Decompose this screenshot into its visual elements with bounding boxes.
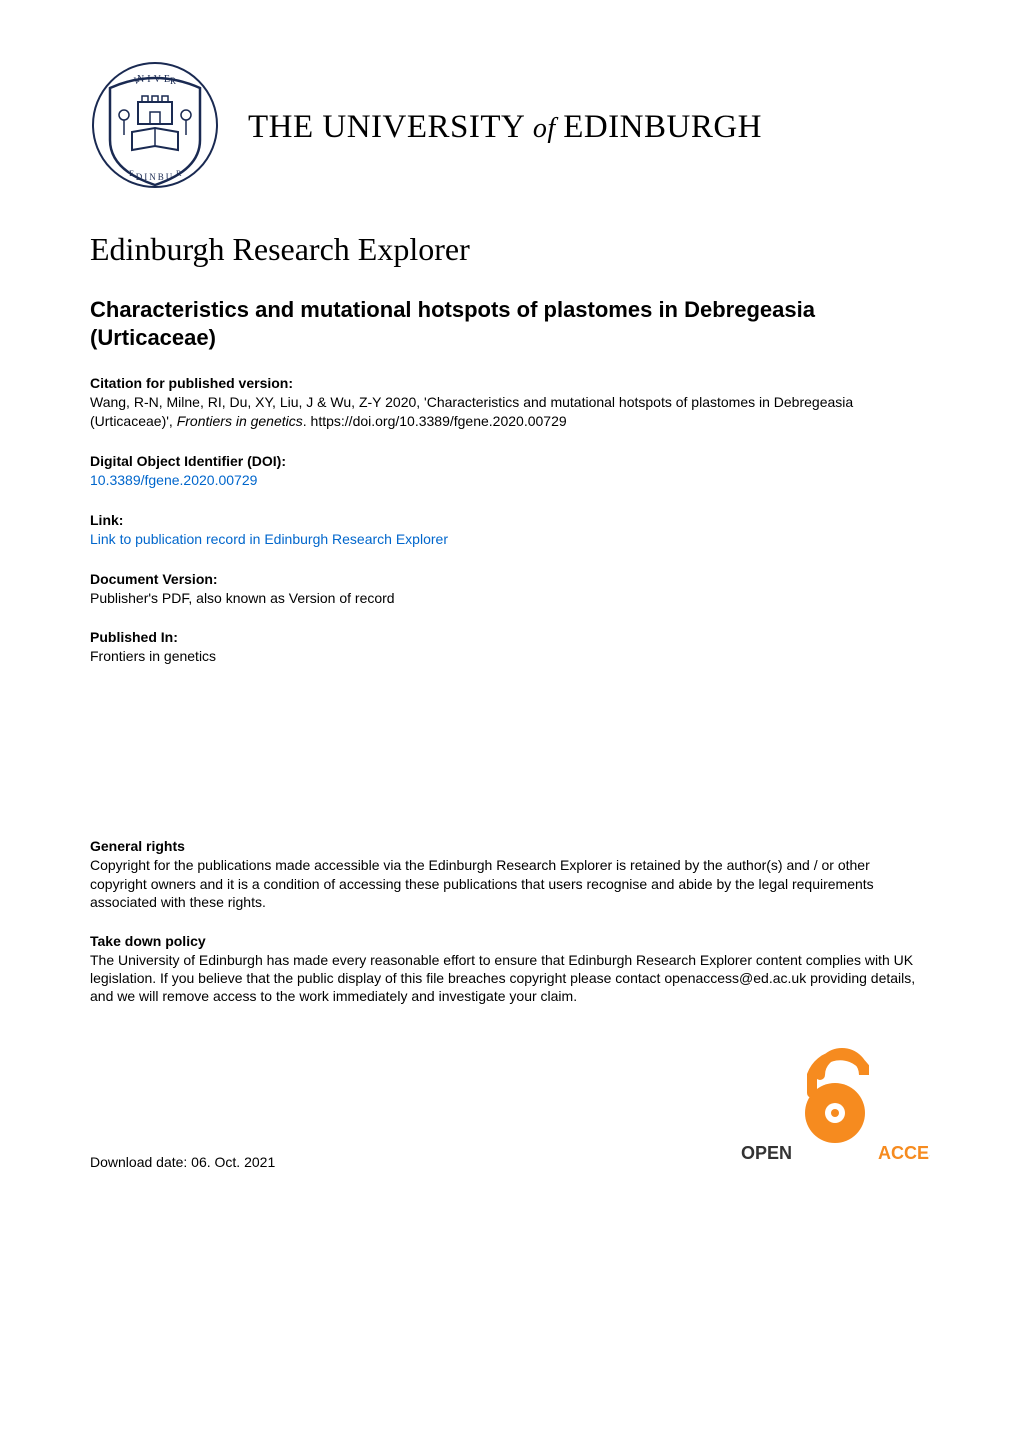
paper-title: Characteristics and mutational hotspots …: [90, 296, 930, 351]
general-rights-text: Copyright for the publications made acce…: [90, 856, 930, 911]
link-section: Link: Link to publication record in Edin…: [90, 512, 930, 549]
header: NIVE V R DINBU E R THE UNIVERSITY of EDI…: [90, 60, 930, 195]
university-crest: NIVE V R DINBU E R: [90, 60, 220, 195]
doi-link[interactable]: 10.3389/fgene.2020.00729: [90, 472, 257, 488]
doi-heading: Digital Object Identifier (DOI):: [90, 453, 930, 469]
open-access-logo: OPEN ACCESS: [740, 1045, 930, 1170]
university-name-pre: THE UNIVERSITY: [248, 109, 533, 145]
published-in-section: Published In: Frontiers in genetics: [90, 629, 930, 666]
svg-text:V: V: [134, 76, 141, 86]
svg-text:R: R: [176, 169, 182, 178]
university-name: THE UNIVERSITY of EDINBURGH: [248, 109, 762, 146]
svg-text:OPEN: OPEN: [741, 1143, 792, 1163]
take-down-section: Take down policy The University of Edinb…: [90, 933, 930, 1006]
document-version-text: Publisher's PDF, also known as Version o…: [90, 589, 930, 608]
university-name-of: of: [533, 113, 563, 144]
published-in-text: Frontiers in genetics: [90, 647, 930, 666]
svg-text:ACCESS: ACCESS: [878, 1143, 930, 1163]
citation-section: Citation for published version: Wang, R-…: [90, 375, 930, 431]
citation-heading: Citation for published version:: [90, 375, 930, 391]
take-down-heading: Take down policy: [90, 933, 930, 949]
citation-body: Wang, R-N, Milne, RI, Du, XY, Liu, J & W…: [90, 393, 930, 431]
take-down-text: The University of Edinburgh has made eve…: [90, 951, 930, 1006]
svg-text:E: E: [129, 169, 134, 178]
university-name-post: EDINBURGH: [563, 109, 762, 145]
svg-text:DINBU: DINBU: [136, 172, 175, 182]
document-version-heading: Document Version:: [90, 571, 930, 587]
open-access-icon: OPEN ACCESS: [740, 1045, 930, 1165]
citation-after: . https://doi.org/10.3389/fgene.2020.007…: [303, 413, 567, 429]
link-heading: Link:: [90, 512, 930, 528]
general-rights-section: General rights Copyright for the publica…: [90, 838, 930, 911]
published-in-heading: Published In:: [90, 629, 930, 645]
spacer: [90, 688, 930, 838]
footer: Download date: 06. Oct. 2021 OPEN ACCESS: [90, 1045, 930, 1170]
crest-icon: NIVE V R DINBU E R: [90, 60, 220, 190]
svg-text:R: R: [170, 76, 176, 86]
doi-section: Digital Object Identifier (DOI): 10.3389…: [90, 453, 930, 490]
citation-journal: Frontiers in genetics: [177, 413, 303, 429]
publication-record-link[interactable]: Link to publication record in Edinburgh …: [90, 531, 448, 547]
svg-text:NIVE: NIVE: [137, 74, 173, 85]
explorer-title: Edinburgh Research Explorer: [90, 231, 930, 268]
download-date: Download date: 06. Oct. 2021: [90, 1154, 275, 1170]
general-rights-heading: General rights: [90, 838, 930, 854]
document-version-section: Document Version: Publisher's PDF, also …: [90, 571, 930, 608]
